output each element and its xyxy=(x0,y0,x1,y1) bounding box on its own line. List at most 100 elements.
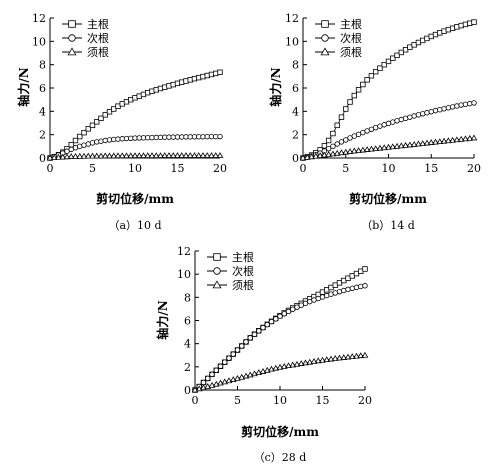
data-point xyxy=(94,119,100,125)
data-point xyxy=(346,148,354,154)
data-point xyxy=(330,130,336,137)
legend-marker xyxy=(320,47,330,56)
data-point xyxy=(212,152,220,158)
data-point xyxy=(290,306,296,312)
data-point xyxy=(458,102,464,108)
data-point xyxy=(345,286,351,293)
data-point xyxy=(358,283,364,290)
data-point xyxy=(174,152,181,158)
x-tick-label: 5 xyxy=(89,162,96,175)
data-point xyxy=(243,339,249,345)
x-tick-label: 20 xyxy=(213,162,227,175)
data-point xyxy=(157,152,164,159)
data-point xyxy=(323,356,331,363)
data-point xyxy=(462,135,469,142)
x-tick-label: 5 xyxy=(342,162,349,175)
data-point xyxy=(467,100,473,107)
data-point xyxy=(256,328,262,334)
data-point xyxy=(432,138,439,145)
data-point xyxy=(347,99,353,105)
x-tick-label: 15 xyxy=(424,162,438,175)
data-point xyxy=(357,352,365,359)
data-point xyxy=(338,114,345,120)
caption-a: （a）10 d xyxy=(108,219,161,232)
data-point xyxy=(338,149,345,156)
data-point xyxy=(297,360,305,366)
data-point xyxy=(321,151,328,158)
data-point xyxy=(140,152,147,159)
y-axis-label-b: 轴力/N xyxy=(268,67,283,106)
data-point xyxy=(213,367,219,374)
y-tick-label: 2 xyxy=(184,361,191,374)
data-point xyxy=(449,136,456,143)
y-tick-label: 6 xyxy=(39,82,46,95)
data-point xyxy=(334,141,340,147)
x-tick-label: 10 xyxy=(382,162,396,175)
data-point xyxy=(415,112,422,118)
data-point xyxy=(363,146,371,152)
data-point xyxy=(310,358,318,364)
y-tick-label: 2 xyxy=(292,129,299,142)
data-point xyxy=(302,359,309,366)
data-point xyxy=(428,108,434,115)
data-point xyxy=(293,360,301,367)
data-point xyxy=(208,152,215,158)
data-point xyxy=(264,321,270,328)
y-axis-label-a: 轴力/N xyxy=(16,67,31,106)
data-point xyxy=(353,352,360,359)
series-triangle-a xyxy=(46,152,224,161)
data-point xyxy=(314,357,322,364)
data-point xyxy=(63,153,71,160)
data-point xyxy=(372,68,379,75)
data-point xyxy=(102,137,108,144)
data-point xyxy=(152,152,160,159)
data-point xyxy=(222,359,228,365)
data-point xyxy=(285,308,292,315)
data-point xyxy=(106,109,113,115)
data-point xyxy=(209,371,215,378)
data-point xyxy=(321,143,328,149)
data-point xyxy=(247,335,253,341)
data-point xyxy=(230,351,236,357)
data-point xyxy=(81,129,87,136)
x-tick-label: 15 xyxy=(171,162,185,175)
data-point xyxy=(239,343,245,349)
data-point xyxy=(260,324,266,331)
data-point xyxy=(376,144,384,151)
data-point xyxy=(411,113,417,119)
data-point xyxy=(280,363,288,369)
data-point xyxy=(368,145,375,152)
y-tick-label: 4 xyxy=(292,105,299,118)
y-tick-label: 0 xyxy=(184,384,191,397)
data-point xyxy=(343,106,349,112)
x-axis-label-c: 剪切位移/mm xyxy=(241,424,319,439)
data-point xyxy=(217,69,223,75)
legend-label: 主根 xyxy=(87,17,109,31)
data-point xyxy=(342,148,350,155)
legend-label: 次根 xyxy=(232,264,254,278)
caption-b: （b）14 d xyxy=(361,219,415,232)
data-point xyxy=(372,145,380,152)
data-point xyxy=(351,92,357,99)
data-point xyxy=(432,107,439,114)
data-point xyxy=(85,126,91,132)
data-point xyxy=(327,355,335,362)
data-point xyxy=(334,122,340,129)
data-point xyxy=(102,112,108,118)
data-point xyxy=(419,140,427,146)
y-tick-label: 10 xyxy=(32,35,46,48)
data-point xyxy=(312,152,320,159)
caption-c: （c）28 d xyxy=(254,451,307,464)
data-point xyxy=(350,147,358,154)
data-point xyxy=(169,152,177,158)
data-point xyxy=(343,137,349,143)
data-point xyxy=(348,353,356,360)
x-tick-label: 10 xyxy=(128,162,142,175)
x-tick-label: 10 xyxy=(273,394,287,407)
data-point xyxy=(364,77,370,83)
series-line xyxy=(194,285,366,391)
y-tick-label: 4 xyxy=(39,105,46,118)
data-point xyxy=(449,104,456,110)
x-tick-label: 0 xyxy=(300,162,307,175)
